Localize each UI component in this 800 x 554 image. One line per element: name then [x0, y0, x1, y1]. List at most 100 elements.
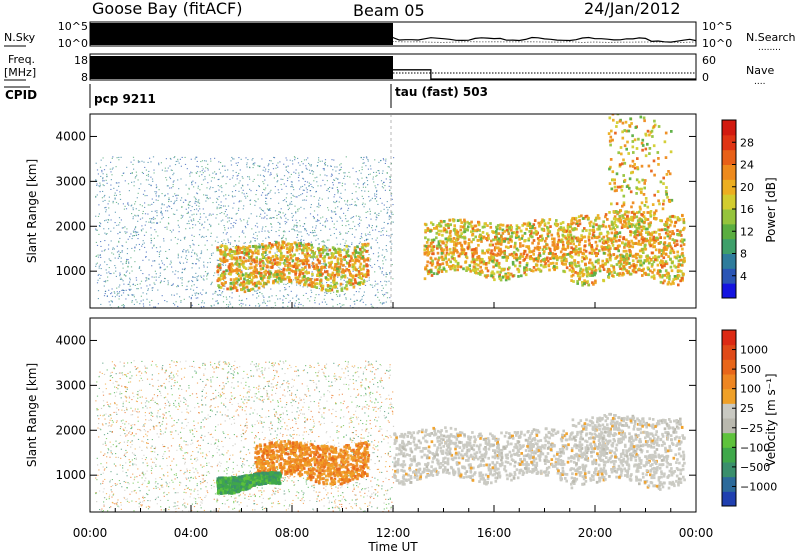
echo-cell	[235, 271, 239, 274]
echo-cell	[199, 171, 201, 173]
echo-cell	[196, 280, 198, 282]
echo-cell	[282, 231, 284, 233]
echo-cell	[225, 264, 227, 266]
noise-search-label: N.Search	[746, 31, 796, 44]
echo-cell	[385, 249, 387, 251]
echo-cell	[369, 173, 371, 175]
echo-cell	[442, 267, 446, 271]
echo-cell	[256, 281, 258, 283]
echo-cell	[369, 165, 372, 167]
echo-cell	[293, 195, 295, 197]
echo-cell	[321, 160, 323, 162]
echo-cell	[546, 259, 550, 263]
echo-cell	[133, 303, 135, 305]
echo-cell	[205, 291, 207, 293]
echo-cell	[144, 190, 146, 192]
echo-cell	[128, 261, 130, 263]
echo-cell	[479, 265, 482, 269]
echo-cell	[129, 289, 131, 291]
echo-cell	[105, 209, 107, 211]
echo-cell	[294, 273, 297, 276]
echo-cell	[602, 241, 606, 245]
echo-cell	[274, 254, 278, 257]
echo-cell	[176, 194, 178, 196]
echo-cell	[109, 304, 111, 306]
echo-cell	[297, 210, 299, 212]
echo-cell	[301, 266, 303, 268]
echo-cell	[280, 184, 282, 186]
echo-cell	[254, 247, 258, 250]
echo-cell	[216, 259, 218, 261]
echo-cell	[199, 222, 201, 224]
echo-cell	[296, 230, 298, 232]
echo-cell	[304, 245, 308, 249]
echo-cell	[318, 159, 320, 161]
echo-cell	[234, 286, 237, 289]
echo-cell	[361, 177, 363, 179]
echo-cell	[95, 229, 97, 231]
echo-cell	[280, 208, 282, 210]
echo-cell	[578, 240, 582, 244]
echo-cell	[104, 281, 107, 283]
echo-cell	[95, 265, 97, 267]
echo-cell	[222, 296, 225, 298]
echo-cell	[97, 256, 100, 258]
echo-cell	[372, 286, 374, 288]
echo-cell	[203, 275, 205, 277]
echo-cell	[330, 266, 334, 270]
echo-cell	[293, 171, 295, 173]
echo-cell	[167, 210, 169, 212]
echo-cell	[201, 183, 203, 185]
echo-cell	[455, 232, 458, 236]
echo-cell	[370, 246, 372, 248]
echo-cell	[629, 230, 632, 233]
echo-cell	[136, 197, 138, 199]
echo-cell	[572, 221, 575, 225]
echo-cell	[287, 264, 290, 267]
echo-cell	[345, 281, 347, 283]
echo-cell	[240, 270, 243, 274]
echo-cell	[453, 243, 456, 247]
echo-cell	[299, 164, 301, 166]
echo-cell	[463, 236, 466, 240]
echo-cell	[321, 254, 323, 256]
echo-cell	[304, 255, 307, 258]
echo-cell	[387, 166, 389, 168]
echo-cell	[318, 261, 321, 265]
echo-cell	[199, 218, 201, 220]
echo-cell	[381, 271, 383, 273]
echo-cell	[99, 277, 101, 279]
echo-cell	[340, 207, 343, 209]
echo-cell	[325, 246, 327, 248]
echo-cell	[676, 250, 679, 254]
echo-cell	[378, 247, 380, 249]
echo-cell	[298, 208, 300, 210]
echo-cell	[122, 280, 124, 282]
echo-cell	[298, 259, 302, 263]
cpid-before: pcp 9211	[94, 92, 156, 106]
echo-cell	[179, 296, 181, 298]
echo-cell	[122, 289, 124, 291]
echo-cell	[217, 264, 219, 266]
echo-cell	[135, 215, 137, 217]
echo-cell	[192, 224, 194, 226]
echo-cell	[95, 196, 97, 198]
echo-cell	[270, 229, 273, 231]
echo-cell	[144, 195, 146, 197]
echo-cell	[198, 234, 201, 236]
echo-cell	[103, 196, 105, 198]
echo-cell	[142, 193, 145, 195]
echo-cell	[512, 231, 515, 234]
echo-cell	[280, 178, 282, 180]
echo-cell	[351, 203, 353, 205]
echo-cell	[196, 192, 198, 194]
echo-cell	[477, 221, 481, 224]
echo-cell	[303, 208, 305, 210]
echo-cell	[170, 187, 173, 189]
echo-cell	[457, 254, 461, 258]
echo-cell	[195, 198, 197, 200]
echo-cell	[532, 257, 535, 261]
echo-cell	[330, 216, 332, 218]
echo-cell	[439, 229, 442, 233]
echo-cell	[231, 156, 233, 158]
